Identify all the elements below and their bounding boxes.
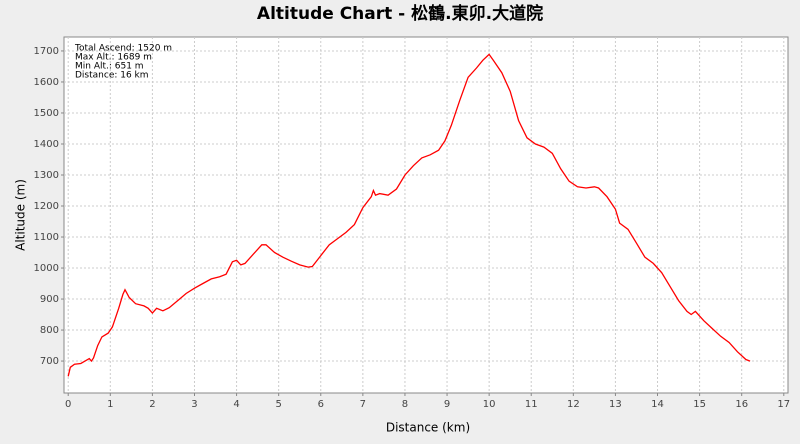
x-tick-label: 11 (525, 399, 538, 410)
annotation: Min Alt.: 651 m (75, 62, 144, 72)
y-tick-label: 800 (40, 325, 59, 336)
x-axis-label: Distance (km) (386, 421, 470, 435)
x-tick-label: 8 (402, 399, 408, 410)
x-tick-label: 16 (735, 399, 748, 410)
x-tick-label: 6 (318, 399, 324, 410)
y-tick-label: 1300 (34, 170, 59, 181)
y-axis-label: Altitude (m) (14, 179, 28, 251)
y-tick-label: 700 (40, 356, 59, 367)
x-tick-label: 2 (149, 399, 155, 410)
chart-title: Altitude Chart - 松鶴.東卯.大道院 (257, 3, 543, 24)
x-tick-label: 17 (777, 399, 790, 410)
x-tick-label: 14 (651, 399, 664, 410)
x-tick-label: 5 (275, 399, 281, 410)
plot-area (63, 36, 789, 394)
y-tick-label: 1700 (34, 46, 59, 57)
x-tick-label: 10 (483, 399, 496, 410)
y-tick-label: 1100 (34, 232, 59, 243)
y-tick-label: 1400 (34, 139, 59, 150)
x-tick-label: 15 (693, 399, 706, 410)
x-tick-label: 13 (609, 399, 622, 410)
y-tick-label: 1600 (34, 77, 59, 88)
altitude-line (67, 53, 751, 377)
x-tick-label: 12 (567, 399, 580, 410)
y-tick-label: 1200 (34, 201, 59, 212)
x-tick-label: 1 (107, 399, 113, 410)
y-tick-label: 1500 (34, 108, 59, 119)
x-tick-label: 7 (360, 399, 366, 410)
x-tick-label: 3 (191, 399, 197, 410)
annotation: Total Ascend: 1520 m (74, 44, 172, 54)
x-tick-label: 4 (233, 399, 239, 410)
annotation: Distance: 16 km (75, 71, 149, 81)
annotation: Max Alt.: 1689 m (75, 53, 152, 63)
y-tick-label: 1000 (34, 263, 59, 274)
y-tick-label: 900 (40, 294, 59, 305)
x-tick-label: 9 (444, 399, 450, 410)
x-tick-label: 0 (65, 399, 71, 410)
